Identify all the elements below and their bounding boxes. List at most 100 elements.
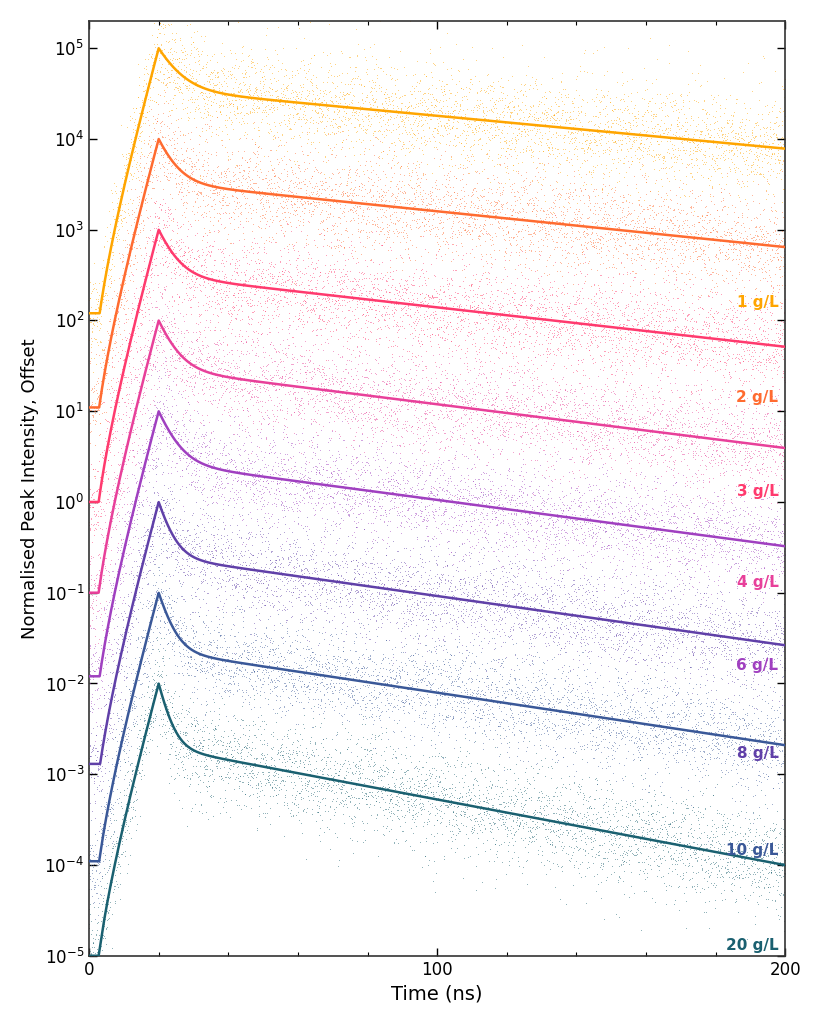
Point: [580, 440, 593, 457]
Point: [236, 74, 249, 90]
Point: [692, 131, 705, 147]
Point: [284, 767, 298, 783]
Point: [644, 313, 657, 330]
Point: [441, 644, 454, 660]
Point: [493, 218, 506, 234]
Point: [399, 109, 412, 125]
Point: [632, 249, 645, 265]
Point: [352, 561, 365, 578]
Point: [469, 164, 483, 180]
Point: [649, 530, 663, 547]
Point: [415, 672, 428, 688]
Point: [192, 646, 205, 663]
Point: [737, 600, 750, 616]
Point: [421, 527, 434, 544]
Point: [722, 710, 735, 726]
Point: [672, 301, 686, 317]
Point: [556, 177, 570, 194]
Point: [538, 431, 552, 447]
Point: [110, 693, 123, 710]
Point: [592, 429, 605, 445]
Point: [354, 377, 367, 393]
Point: [712, 745, 725, 762]
Point: [549, 124, 562, 140]
Point: [90, 871, 104, 888]
Point: [547, 402, 561, 419]
Point: [477, 202, 490, 218]
Point: [330, 272, 344, 289]
Point: [342, 775, 355, 792]
Point: [687, 628, 700, 644]
Point: [630, 117, 644, 133]
Point: [445, 407, 458, 423]
Point: [535, 610, 548, 627]
Point: [182, 292, 195, 308]
Point: [234, 750, 247, 766]
Point: [532, 271, 545, 288]
Point: [427, 120, 441, 136]
Point: [157, 312, 170, 329]
Point: [275, 91, 289, 108]
Point: [445, 572, 458, 589]
Point: [613, 396, 626, 413]
Point: [543, 695, 556, 712]
Point: [589, 131, 602, 147]
Point: [658, 637, 671, 653]
Point: [266, 96, 279, 113]
Point: [455, 581, 469, 597]
Point: [608, 829, 621, 846]
Point: [402, 695, 415, 712]
Point: [389, 749, 402, 765]
Point: [456, 490, 469, 507]
Point: [413, 550, 427, 566]
Point: [420, 380, 433, 396]
Point: [344, 286, 358, 302]
Point: [390, 474, 404, 490]
Point: [424, 327, 437, 343]
Point: [328, 757, 341, 773]
Point: [381, 114, 394, 130]
Point: [459, 132, 472, 148]
Point: [132, 430, 145, 446]
Point: [587, 288, 600, 304]
Point: [146, 330, 159, 346]
Point: [99, 368, 112, 384]
Point: [232, 170, 245, 186]
Point: [349, 124, 363, 140]
Point: [684, 841, 697, 857]
Point: [181, 221, 194, 238]
Point: [496, 440, 509, 457]
Point: [658, 237, 671, 253]
Point: [87, 770, 100, 786]
Point: [432, 243, 445, 259]
Point: [363, 756, 376, 772]
Point: [365, 223, 378, 240]
Point: [586, 11, 599, 28]
Point: [752, 159, 765, 175]
Point: [518, 792, 531, 808]
Point: [497, 118, 510, 134]
Point: [551, 512, 564, 528]
Point: [256, 260, 270, 276]
Point: [524, 515, 537, 531]
Point: [686, 532, 699, 549]
Point: [536, 696, 549, 713]
Point: [758, 169, 771, 185]
Point: [209, 550, 222, 566]
Point: [298, 752, 312, 768]
Point: [305, 344, 318, 360]
Point: [564, 452, 577, 468]
Point: [432, 407, 445, 423]
Point: [427, 709, 441, 725]
Point: [384, 791, 397, 807]
Point: [229, 328, 242, 344]
Point: [308, 787, 321, 804]
Point: [602, 139, 615, 156]
Point: [564, 725, 577, 741]
Point: [670, 257, 683, 273]
Point: [222, 492, 235, 508]
Point: [708, 161, 721, 177]
Point: [284, 129, 298, 145]
Point: [672, 104, 686, 121]
Point: [186, 560, 199, 577]
